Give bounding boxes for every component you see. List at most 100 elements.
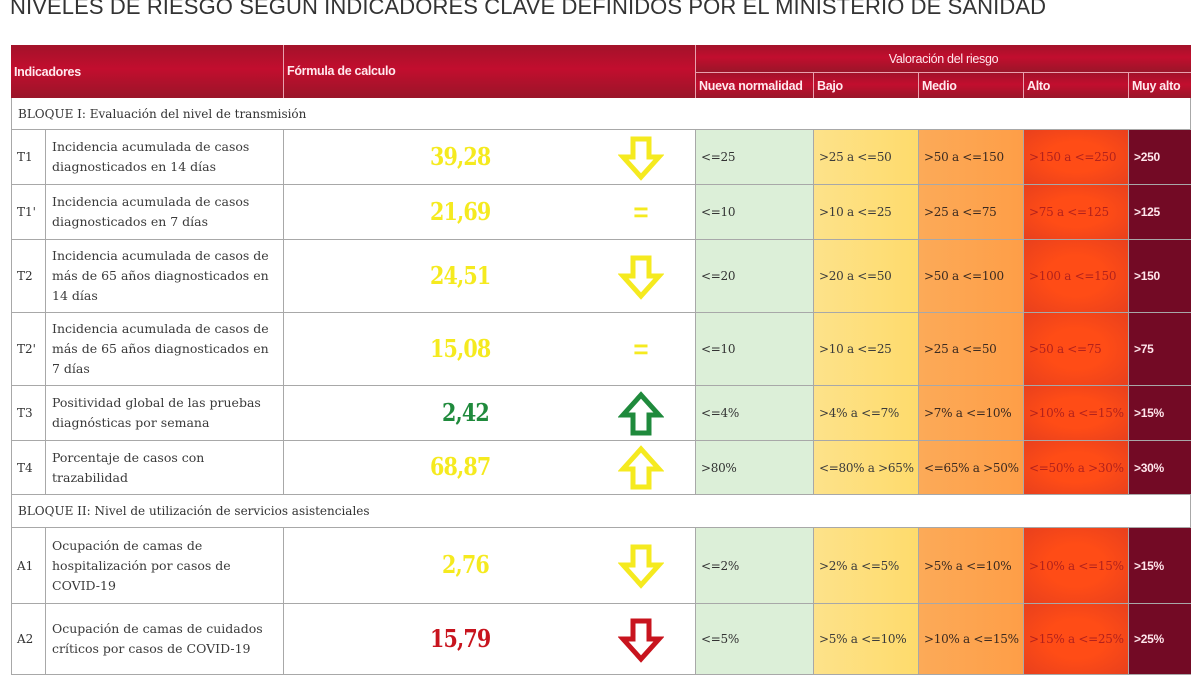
indicator-value: 21,69	[430, 196, 491, 226]
up-arrow-icon	[618, 390, 664, 437]
indicator-code: A2	[11, 604, 45, 675]
indicator-row: A2 Ocupación de camas de cuidados crítico…	[11, 604, 1191, 675]
indicator-value: 2,42	[442, 397, 490, 427]
indicator-row: T2 Incidencia acumulada de casos de más d…	[11, 240, 1191, 313]
header-level-medio: Medio	[918, 72, 1023, 98]
indicator-description: Incidencia acumulada de casos de más de …	[45, 240, 283, 313]
down-arrow-icon	[618, 543, 664, 589]
level-bajo: >25 a <=50	[813, 130, 918, 185]
indicator-row: T4 Porcentaje de casos con trazabilidad 68…	[11, 441, 1191, 495]
level-nueva-normalidad: <=10	[695, 185, 813, 240]
level-bajo: >2% a <=5%	[813, 528, 918, 604]
indicator-code: T3	[11, 386, 45, 441]
equal-sign-icon: =	[633, 197, 649, 227]
level-nueva-normalidad: <=10	[695, 313, 813, 386]
level-medio: >5% a <=10%	[918, 528, 1023, 604]
indicator-value: 2,76	[442, 550, 490, 579]
formula-cell: 2,76	[283, 528, 695, 604]
level-bajo: >10 a <=25	[813, 313, 918, 386]
indicator-row: T2' Incidencia acumulada de casos de más …	[11, 313, 1191, 386]
equal-sign-icon: =	[633, 334, 649, 364]
level-muy-alto: >25%	[1128, 604, 1191, 675]
header-valoracion: Valoración del riesgo	[695, 45, 1191, 72]
level-muy-alto: >150	[1128, 240, 1191, 313]
level-alto: >50 a <=75	[1023, 313, 1128, 386]
indicator-description: Incidencia acumulada de casos diagnostic…	[45, 185, 283, 240]
down-arrow-icon	[618, 254, 664, 300]
level-bajo: >4% a <=7%	[813, 386, 918, 441]
indicator-value: 15,08	[430, 333, 491, 363]
indicator-description: Ocupación de camas de cuidados críticos …	[45, 604, 283, 675]
indicator-description: Porcentaje de casos con trazabilidad	[45, 441, 283, 495]
indicator-description: Incidencia acumulada de casos de más de …	[45, 313, 283, 386]
header-level-bajo: Bajo	[813, 72, 918, 98]
formula-cell: 15,08 =	[283, 313, 695, 386]
level-medio: >7% a <=10%	[918, 386, 1023, 441]
level-medio: >10% a <=15%	[918, 604, 1023, 675]
risk-levels-table: Indicadores Fórmula de calculo Valoració…	[11, 45, 1191, 675]
level-alto: >10% a <=15%	[1023, 386, 1128, 441]
indicator-code: T4	[11, 441, 45, 495]
level-muy-alto: >15%	[1128, 386, 1191, 441]
level-nueva-normalidad: >80%	[695, 441, 813, 495]
indicator-value: 39,28	[430, 141, 491, 171]
header-formula: Fórmula de calculo	[283, 45, 695, 98]
block-header-1: BLOQUE I: Evaluación del nivel de transm…	[11, 98, 1191, 130]
indicator-row: A1 Ocupación de camas de hospitalización …	[11, 528, 1191, 604]
formula-cell: 15,79	[283, 604, 695, 675]
level-medio: >50 a <=100	[918, 240, 1023, 313]
formula-cell: 39,28	[283, 130, 695, 185]
indicator-value: 24,51	[430, 260, 491, 290]
level-nueva-normalidad: <=20	[695, 240, 813, 313]
level-alto: >100 a <=150	[1023, 240, 1128, 313]
level-muy-alto: >250	[1128, 130, 1191, 185]
level-nueva-normalidad: <=2%	[695, 528, 813, 604]
level-muy-alto: >30%	[1128, 441, 1191, 495]
up-arrow-icon	[618, 445, 664, 491]
level-nueva-normalidad: <=5%	[695, 604, 813, 675]
indicator-description: Positividad global de las pruebas diagnó…	[45, 386, 283, 441]
level-bajo: >20 a <=50	[813, 240, 918, 313]
level-alto: >75 a <=125	[1023, 185, 1128, 240]
level-bajo: >10 a <=25	[813, 185, 918, 240]
level-bajo: >5% a <=10%	[813, 604, 918, 675]
level-nueva-normalidad: <=25	[695, 130, 813, 185]
level-muy-alto: >125	[1128, 185, 1191, 240]
formula-cell: 68,87	[283, 441, 695, 495]
indicator-description: Ocupación de camas de hospitalización po…	[45, 528, 283, 604]
indicator-code: A1	[11, 528, 45, 604]
level-medio: >25 a <=50	[918, 313, 1023, 386]
level-alto: <=50% a >30%	[1023, 441, 1128, 495]
down-arrow-icon	[618, 135, 664, 181]
level-medio: >50 a <=150	[918, 130, 1023, 185]
indicator-row: T1' Incidencia acumulada de casos diagnos…	[11, 185, 1191, 240]
level-medio: >25 a <=75	[918, 185, 1023, 240]
block-header-2: BLOQUE II: Nivel de utilización de servi…	[11, 495, 1191, 528]
formula-cell: 2,42	[283, 386, 695, 441]
header-level-nueva-normalidad: Nueva normalidad	[695, 72, 813, 98]
level-muy-alto: >75	[1128, 313, 1191, 386]
page-title: NIVELES DE RIESGO SEGÚN INDICADORES CLAV…	[10, 0, 1047, 19]
indicator-description: Incidencia acumulada de casos diagnostic…	[45, 130, 283, 185]
header-level-alto: Alto	[1023, 72, 1128, 98]
indicator-code: T2'	[11, 313, 45, 386]
level-medio: <=65% a >50%	[918, 441, 1023, 495]
header-indicadores: Indicadores	[11, 45, 283, 98]
formula-cell: 21,69 =	[283, 185, 695, 240]
level-alto: >150 a <=250	[1023, 130, 1128, 185]
formula-cell: 24,51	[283, 240, 695, 313]
level-alto: >15% a <=25%	[1023, 604, 1128, 675]
indicator-value: 68,87	[430, 452, 491, 481]
header-level-muy-alto: Muy alto	[1128, 72, 1191, 98]
indicator-row: T3 Positividad global de las pruebas diag…	[11, 386, 1191, 441]
down-arrow-icon	[618, 617, 664, 663]
level-bajo: <=80% a >65%	[813, 441, 918, 495]
indicator-code: T2	[11, 240, 45, 313]
level-muy-alto: >15%	[1128, 528, 1191, 604]
indicator-row: T1 Incidencia acumulada de casos diagnost…	[11, 130, 1191, 185]
level-nueva-normalidad: <=4%	[695, 386, 813, 441]
indicator-code: T1	[11, 130, 45, 185]
indicator-value: 15,79	[430, 623, 491, 653]
level-alto: >10% a <=15%	[1023, 528, 1128, 604]
indicator-code: T1'	[11, 185, 45, 240]
